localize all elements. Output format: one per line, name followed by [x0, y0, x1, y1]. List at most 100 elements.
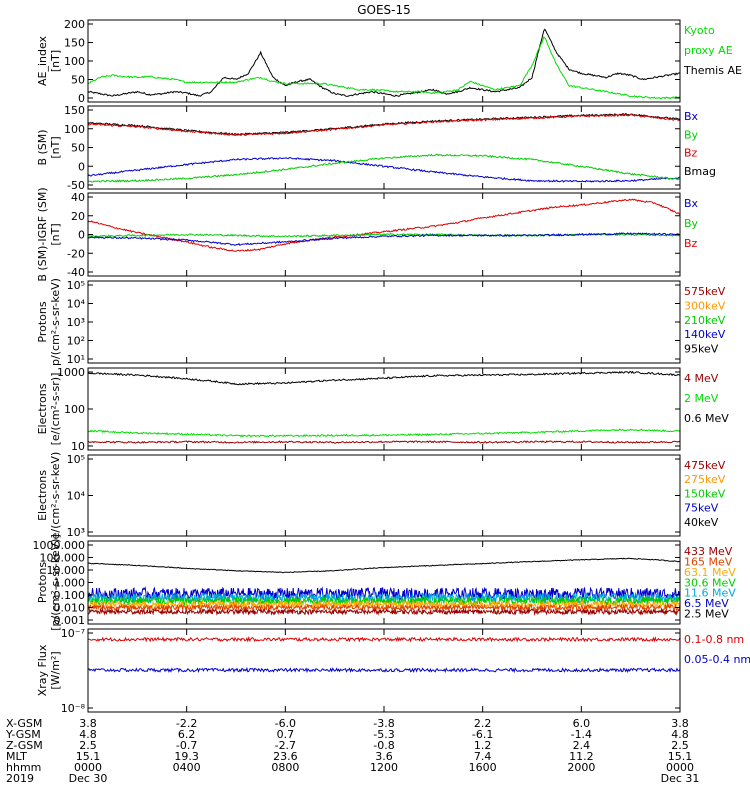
y-axis-unit: [nT]	[49, 136, 62, 158]
y-axis-unit: [p/(cm²-s-sr-keV)]	[49, 534, 62, 631]
series-0-1-0-8-nm	[88, 636, 680, 643]
ephemeris-value: 1200	[370, 761, 398, 774]
y-axis-label: Electrons	[36, 470, 49, 521]
y-tick-label: 1000.000	[33, 539, 86, 552]
legend-bx: Bx	[684, 197, 699, 210]
legend-210kev: 210keV	[684, 314, 726, 327]
legend-575kev: 575keV	[684, 285, 726, 298]
ephemeris-value: -0.7	[176, 739, 197, 752]
legend-by: By	[684, 217, 699, 230]
y-tick-label: 150	[64, 104, 85, 117]
legend-75kev: 75keV	[684, 502, 719, 515]
ephemeris-value: -2.2	[176, 717, 197, 730]
ephemeris-value: -0.8	[373, 739, 394, 752]
legend-kyoto: Kyoto	[684, 24, 715, 37]
y-tick-label: 40	[71, 191, 85, 204]
series-bx	[88, 232, 680, 246]
ephemeris-value: 11.2	[569, 750, 594, 763]
ephemeris-value: 0000	[74, 761, 102, 774]
series-themis-ae	[88, 28, 680, 97]
ephemeris-row-label: X-GSM	[6, 717, 42, 730]
legend-300kev: 300keV	[684, 299, 726, 312]
ephemeris-value: 15.1	[668, 750, 693, 763]
legend-2-5-mev: 2.5 MeV	[684, 608, 729, 621]
y-tick-label: 10	[71, 440, 85, 453]
legend-475kev: 475keV	[684, 459, 726, 472]
ephemeris-value: 2.5	[79, 739, 97, 752]
ephemeris-value: Dec 31	[661, 772, 700, 785]
ephemeris-row-label: Y-GSM	[5, 728, 41, 741]
y-tick-label: 10.000	[47, 564, 86, 577]
series-bz	[88, 198, 680, 252]
panel-5: 1000 100 10 Electrons [e/(cm²-s-sr)] 4 MeV 2 M…	[36, 366, 729, 453]
series-4-mev	[88, 440, 680, 444]
y-axis-unit: [nT]	[49, 50, 62, 72]
y-tick-label: 100	[64, 123, 85, 136]
legend-proxy-ae: proxy AE	[684, 44, 733, 57]
panel-series-group	[88, 28, 680, 100]
ephemeris-value: 2.4	[573, 739, 591, 752]
series-2-5-mev	[88, 557, 680, 574]
legend-4-mev: 4 MeV	[684, 372, 719, 385]
panel-8: 10⁻⁷ 10⁻⁸ Xray Flux [W/m²] 0.1-0.8 nm 0.05-0.…	[36, 627, 750, 715]
ephemeris-value: 0800	[271, 761, 299, 774]
y-tick-label: 100	[64, 55, 85, 68]
y-tick-label: -40	[67, 266, 85, 279]
legend-275kev: 275keV	[684, 473, 726, 486]
ephemeris-value: 6.2	[178, 728, 196, 741]
y-tick-label: 200	[64, 18, 85, 31]
ephemeris-value: 19.3	[174, 750, 199, 763]
y-tick-label: 100	[64, 403, 85, 416]
panel-series-group	[88, 636, 680, 674]
y-tick-label: 10³	[67, 526, 85, 539]
ephemeris-value: -1.4	[571, 728, 592, 741]
y-tick-label: 50	[71, 74, 85, 87]
y-tick-label: 10⁴	[67, 298, 86, 311]
ephemeris-value: 3.8	[79, 717, 97, 730]
y-tick-label: 0.001	[54, 614, 86, 627]
y-axis-unit: e/(cm²-s-sr-keV)	[49, 452, 62, 540]
legend-95kev: 95keV	[684, 343, 719, 356]
y-tick-label: 100.000	[40, 552, 86, 565]
panel-series-group	[88, 198, 680, 252]
y-tick-label: 10⁻⁸	[61, 702, 86, 715]
y-tick-label: 10⁵	[67, 279, 85, 292]
panel-4: 10⁵ 10⁴ 10³ 10² 10¹ Protons p/(cm²-s-sr-keV) 57…	[36, 278, 726, 366]
series-by	[88, 153, 680, 183]
panel-1: 200 150 100 50 0 AE_index [nT] Kyoto proxy AE The…	[36, 18, 742, 105]
ephemeris-value: 1600	[469, 761, 497, 774]
y-tick-label: -20	[67, 247, 85, 260]
y-tick-label: 10²	[67, 335, 85, 348]
legend-165-mev: 165 MeV	[684, 555, 733, 568]
y-axis-unit: p/(cm²-s-sr-keV)	[49, 278, 62, 366]
y-axis-label: Xray Flux	[36, 644, 49, 696]
ephemeris-value: 15.1	[76, 750, 101, 763]
legend-150kev: 150keV	[684, 487, 726, 500]
y-tick-label: 20	[71, 210, 85, 223]
ephemeris-value: 2.2	[474, 717, 492, 730]
panel-series-group	[88, 557, 680, 616]
ephemeris-value: 3.6	[375, 750, 393, 763]
ephemeris-value: -6.0	[275, 717, 296, 730]
y-tick-label: -50	[67, 179, 85, 192]
y-axis-label: Electrons	[36, 383, 49, 434]
series-bz	[88, 113, 680, 137]
series-6-5-mev	[88, 586, 680, 602]
ephemeris-value: 0000	[666, 761, 694, 774]
y-tick-label: 0	[78, 92, 85, 105]
series-433-mev	[88, 607, 680, 616]
legend-2-mev: 2 MeV	[684, 392, 719, 405]
legend-11-6-mev: 11.6 MeV	[684, 587, 736, 600]
legend-themis-ae: Themis AE	[683, 64, 742, 77]
y-axis-label: B (SM)-IGRF (SM)	[36, 187, 49, 281]
legend-0-05-0-4-nm: 0.05-0.4 nm	[684, 653, 750, 666]
y-tick-label: 10⁻⁷	[61, 627, 85, 640]
y-tick-label: 150	[64, 37, 85, 50]
ephemeris-value: 4.8	[671, 728, 689, 741]
ephemeris-value: 0400	[173, 761, 201, 774]
y-tick-label: 1.000	[54, 577, 86, 590]
ephemeris-value: 1.2	[474, 739, 492, 752]
